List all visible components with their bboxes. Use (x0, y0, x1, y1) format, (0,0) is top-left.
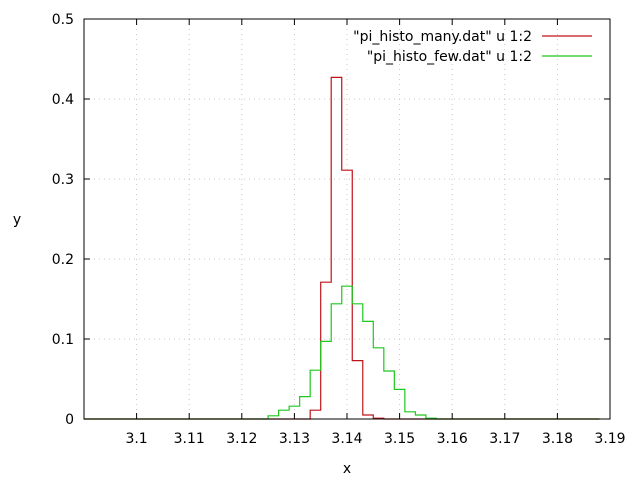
x-tick-label: 3.16 (437, 431, 468, 447)
tick-layer: 3.1 3.11 3.12 3.13 3.14 3.15 3.16 3.17 3.18 3.19 0… (52, 12, 626, 447)
y-tick-label: 0.5 (52, 12, 74, 28)
x-tick-label: 3.15 (384, 431, 415, 447)
y-tick-label: 0.3 (52, 172, 74, 188)
x-tick-label: 3.12 (226, 431, 257, 447)
y-tick-label: 0.2 (52, 252, 74, 268)
x-tick-label: 3.18 (542, 431, 573, 447)
legend: "pi_histo_many.dat" u 1:2 "pi_histo_few.d… (353, 29, 592, 65)
x-axis-label: x (343, 461, 351, 477)
series-layer (84, 76, 600, 420)
x-tick-label: 3.14 (331, 431, 362, 447)
x-tick-label: 3.11 (174, 431, 205, 447)
legend-label-2: "pi_histo_few.dat" u 1:2 (367, 49, 532, 65)
x-tick-label: 3.19 (594, 431, 625, 447)
grid-layer (84, 19, 611, 419)
y-tick-label: 0 (65, 412, 74, 428)
y-tick-label: 0.4 (52, 92, 74, 108)
y-tick-label: 0.1 (52, 332, 74, 348)
y-axis-label: y (13, 212, 21, 228)
series-2-line (84, 285, 600, 420)
x-tick-label: 3.17 (489, 431, 520, 447)
x-tick-label: 3.13 (279, 431, 310, 447)
x-tick-label: 3.1 (125, 431, 147, 447)
series-1-line (84, 76, 600, 420)
legend-label-1: "pi_histo_many.dat" u 1:2 (353, 29, 532, 45)
